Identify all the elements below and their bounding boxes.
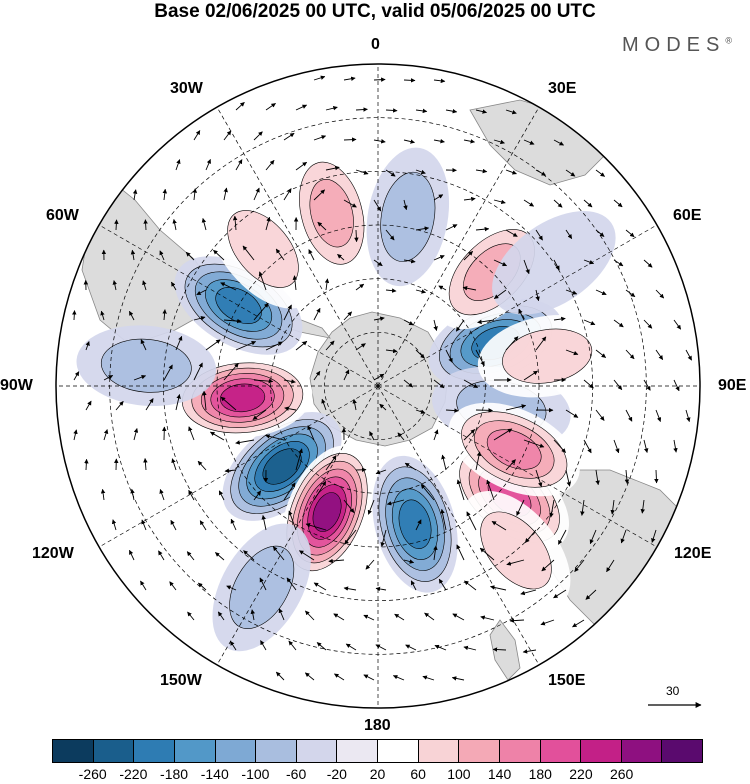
lon-label-90e: 90E [718, 377, 746, 395]
colorbar-swatch [134, 740, 175, 762]
lon-label-0: 0 [371, 36, 380, 54]
colorbar-swatch [94, 740, 135, 762]
colorbar-labels: -260 -220 -180 -140 -100 -60 -20 20 60 100 140 180 2… [0, 766, 750, 784]
wind-scale-label: 30 [666, 684, 679, 698]
colorbar-tick-label: -60 [286, 766, 306, 782]
colorbar-tick-label: -260 [79, 766, 107, 782]
colorbar-swatch [500, 740, 541, 762]
colorbar-swatch [337, 740, 378, 762]
lon-label-180: 180 [364, 717, 391, 735]
wind-vector [404, 80, 415, 81]
colorbar-swatch [256, 740, 297, 762]
lon-label-30e: 30E [548, 80, 576, 98]
colorbar-swatch [419, 740, 460, 762]
wind-vector [656, 470, 657, 483]
colorbar-swatch [175, 740, 216, 762]
colorbar [52, 739, 703, 763]
colorbar-swatch [541, 740, 582, 762]
lon-label-150w: 150W [160, 672, 202, 690]
colorbar-tick-label: 100 [447, 766, 470, 782]
wind-vector [86, 459, 87, 470]
wind-vector [145, 220, 146, 230]
lon-label-90w: 90W [0, 377, 33, 395]
lon-label-60w: 60W [46, 207, 79, 225]
colorbar-tick-label: -140 [201, 766, 229, 782]
wind-vector [344, 139, 356, 140]
wind-vector [116, 220, 117, 230]
wind-scale-arrow [646, 698, 706, 712]
colorbar-tick-label: -180 [160, 766, 188, 782]
lon-label-60e: 60E [673, 207, 701, 225]
colorbar-swatch [216, 740, 257, 762]
colorbar-swatch [459, 740, 500, 762]
lon-label-120w: 120W [32, 545, 74, 563]
colorbar-swatch [53, 740, 94, 762]
lon-label-30w: 30W [170, 80, 203, 98]
colorbar-swatch [378, 740, 419, 762]
wind-vector [374, 79, 385, 80]
colorbar-swatch [622, 740, 663, 762]
colorbar-tick-label: 180 [529, 766, 552, 782]
colorbar-tick-label: 140 [488, 766, 511, 782]
lon-label-150e: 150E [548, 672, 585, 690]
colorbar-tick-label: 20 [370, 766, 386, 782]
colorbar-tick-label: 60 [410, 766, 426, 782]
colorbar-tick-label: -20 [327, 766, 347, 782]
lon-label-120e: 120E [674, 545, 711, 563]
polar-map [0, 0, 750, 735]
colorbar-swatch [662, 740, 702, 762]
wind-vector [356, 230, 357, 242]
colorbar-tick-label: -220 [119, 766, 147, 782]
wind-vector [74, 311, 75, 320]
colorbar-swatch [581, 740, 622, 762]
colorbar-tick-label: -100 [241, 766, 269, 782]
colorbar-tick-label: 260 [610, 766, 633, 782]
colorbar-tick-label: 220 [569, 766, 592, 782]
colorbar-swatch [297, 740, 338, 762]
